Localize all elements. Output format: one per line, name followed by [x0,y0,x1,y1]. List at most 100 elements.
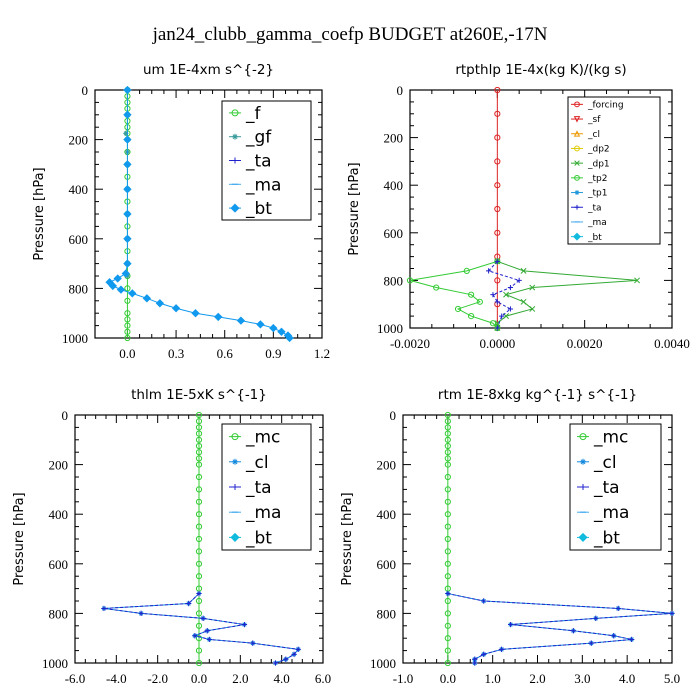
data-point [494,110,501,117]
data-point [494,134,501,141]
data-point [593,615,599,621]
data-point [123,110,132,119]
data-point [494,229,501,236]
series-bt [105,85,294,343]
data-point [629,636,635,643]
y-tick-label: 0 [390,408,397,423]
y-tick-label: 400 [377,507,397,522]
series-mc [444,411,451,667]
x-tick-label: 2.0 [529,671,545,686]
chart-panel-2: rtpthlp 1E-4x(kg K)/(kg s) Pressure [hPa]… [347,62,690,351]
x-tick-label: 0.3 [168,346,184,361]
data-point [444,411,451,419]
data-point [171,304,181,313]
y-tick-label: 400 [69,182,89,197]
data-point [195,573,203,580]
data-point [444,424,451,431]
data-point [124,285,131,292]
data-point [206,636,212,643]
data-point [472,660,478,666]
legend-label: _forcing [587,101,624,111]
data-point [195,498,203,505]
data-point [272,660,279,666]
legend-label: _dp2 [587,145,610,155]
data-point [468,313,475,320]
series-tp2 [406,258,501,332]
data-point [529,306,536,312]
panel-title: rtm 1E-8xkg kg^{-1} s^{-1} [438,387,637,403]
data-point [444,473,451,481]
data-point [444,498,451,505]
x-tick-label: -2.0 [147,671,168,686]
y-tick-label: 400 [384,178,404,193]
x-tick-label: 0.0020 [567,336,603,351]
data-point [507,306,514,312]
y-tick-label: 800 [384,273,404,288]
data-point [195,430,203,437]
x-tick-label: 0.0000 [479,336,515,351]
data-point [283,656,289,662]
data-point [124,322,131,329]
data-point [195,424,203,431]
data-point [195,647,203,654]
data-point [124,297,131,304]
data-point [195,659,203,667]
series-ta [486,258,522,331]
data-point [588,640,594,646]
y-tick-label: 1000 [377,321,403,336]
data-point [503,291,510,298]
panel-title: thlm 1E-5xK s^{-1} [131,387,267,403]
data-point [195,548,203,555]
x-tick-label: 5.0 [664,671,680,686]
y-tick-label: 200 [377,458,397,473]
data-point [444,511,451,518]
data-point [444,442,451,450]
data-point [108,281,118,291]
data-point [123,160,132,169]
data-point [615,605,621,612]
data-point [634,277,641,284]
data-point [507,284,514,291]
data-point [195,449,203,456]
panel-title: um 1E-4xm s^{-2} [143,62,274,78]
x-tick-label: -0.0020 [390,336,430,351]
legend-marker [574,101,580,108]
x-tick-label: 0.0 [191,671,207,686]
legend-marker [574,204,580,210]
x-tick-label: 4.0 [274,671,290,686]
legend-box [567,96,661,245]
x-tick-label: 1.0 [485,671,501,686]
legend-marker [579,433,587,441]
series-line [447,593,673,663]
x-tick-label: 0.0 [119,346,135,361]
legend-label: _bt [587,233,602,243]
data-point [454,305,462,313]
legend-marker [573,116,581,123]
data-point [195,635,203,642]
chart-panels: um 1E-4xm s^{-2} Pressure [hPa] 0 200 400 600… [12,62,690,686]
data-point [433,284,440,291]
series-mc [195,411,203,667]
data-point [124,334,131,342]
legend-label: _ma [593,503,629,523]
data-point [241,621,248,628]
data-point [444,523,451,530]
x-tick-label: 2.0 [232,671,248,686]
y-tick-label: 0 [82,83,89,98]
legend-marker [230,532,240,542]
data-point [101,605,107,612]
data-point [195,511,203,518]
legend-label: _mc [245,428,280,448]
data-point [444,622,451,629]
data-point [476,298,483,305]
x-tick-label: -6.0 [65,671,86,686]
data-point [444,548,451,555]
data-point [256,320,265,329]
y-axis-label: Pressure [hPa] [347,162,362,255]
data-point [486,268,492,274]
data-point [204,628,210,634]
data-point [611,633,617,639]
y-tick-label: 1000 [42,656,68,671]
legend-marker [574,190,580,195]
